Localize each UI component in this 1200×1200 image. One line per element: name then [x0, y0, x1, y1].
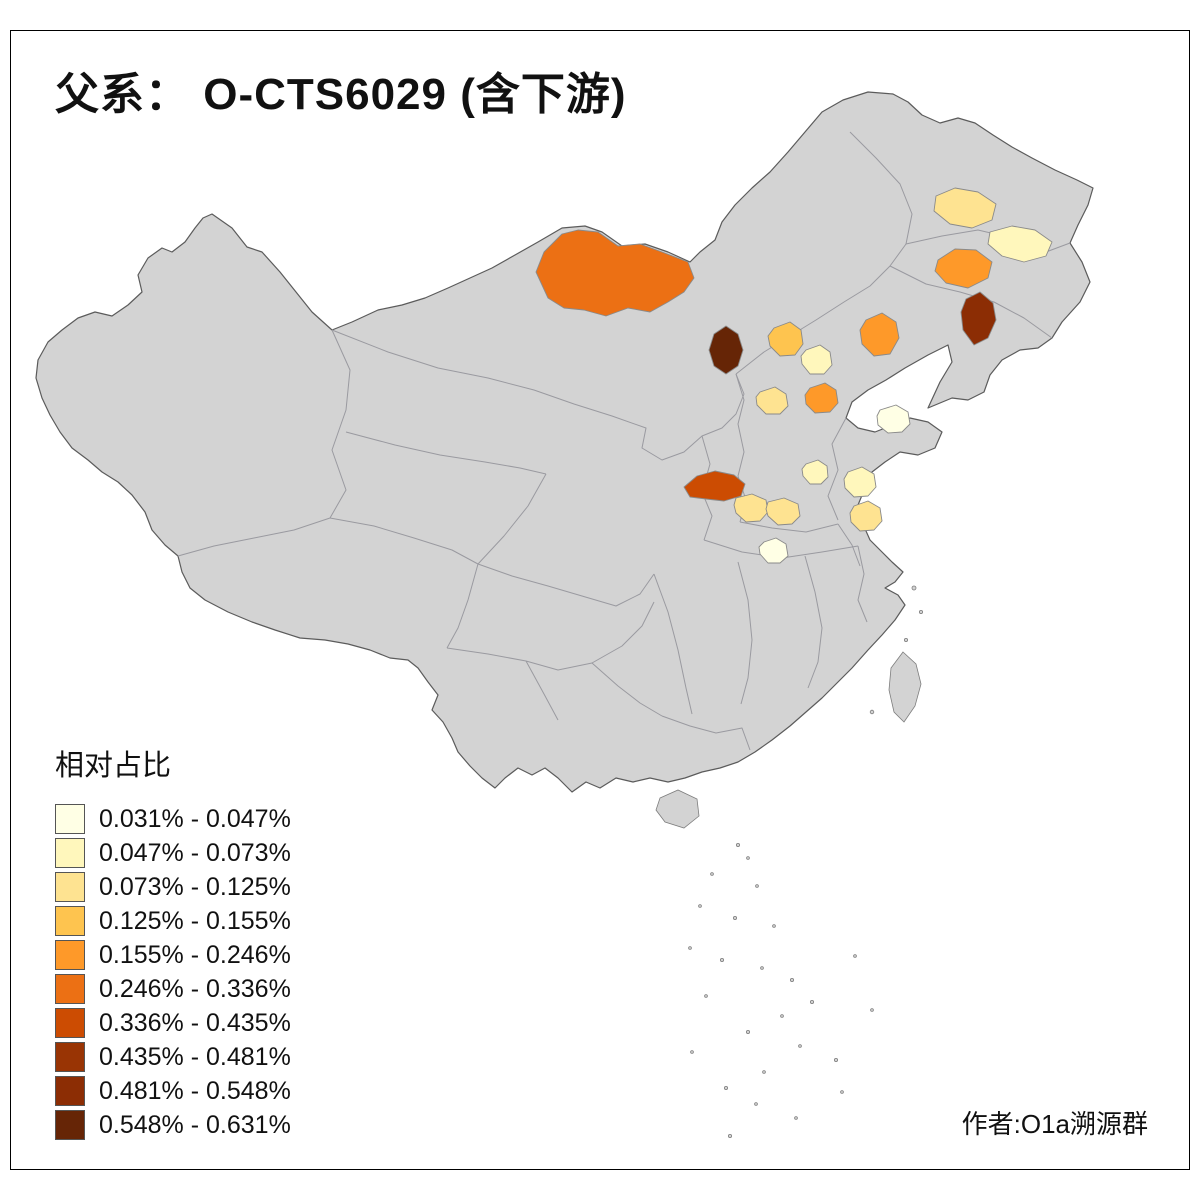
- legend-swatch: [55, 906, 85, 936]
- legend-item: 0.336% - 0.435%: [55, 1008, 291, 1038]
- plot-title: 父系： O-CTS6029 (含下游): [55, 70, 627, 119]
- legend-label: 0.246% - 0.336%: [99, 974, 291, 1003]
- legend-swatch: [55, 804, 85, 834]
- legend-swatch: [55, 1008, 85, 1038]
- legend-swatch: [55, 940, 85, 970]
- choropleth-region-inner-mongolia-central: [535, 229, 695, 317]
- legend-label: 0.155% - 0.246%: [99, 940, 291, 969]
- legend-swatch: [55, 838, 85, 868]
- choropleth-region-north-henan: [801, 459, 829, 485]
- choropleth-region-central-heilongjiang: [987, 225, 1053, 263]
- legend-label: 0.336% - 0.435%: [99, 1008, 291, 1037]
- choropleth-region-beijing-area: [800, 344, 833, 375]
- legend-label: 0.435% - 0.481%: [99, 1042, 291, 1071]
- legend-swatch: [55, 872, 85, 902]
- legend-item: 0.031% - 0.047%: [55, 804, 291, 834]
- legend-swatch: [55, 1110, 85, 1140]
- author-credit: 作者:O1a溯源群: [961, 1109, 1148, 1139]
- choropleth-region-north-liaoning: [934, 248, 993, 289]
- legend-item: 0.481% - 0.548%: [55, 1076, 291, 1106]
- legend-label: 0.073% - 0.125%: [99, 872, 291, 901]
- choropleth-region-central-henan: [765, 497, 801, 526]
- legend-label: 0.548% - 0.631%: [99, 1110, 291, 1139]
- choropleth-region-west-heilongjiang: [933, 187, 997, 229]
- legend-item: 0.548% - 0.631%: [55, 1110, 291, 1140]
- choropleth-region-north-shandong-coast: [876, 404, 911, 434]
- choropleth-region-central-shandong: [843, 466, 877, 498]
- legend-item: 0.155% - 0.246%: [55, 940, 291, 970]
- choropleth-region-southwest-henan: [758, 537, 789, 564]
- legend-swatch: [55, 1042, 85, 1072]
- legend-item: 0.435% - 0.481%: [55, 1042, 291, 1072]
- legend-item: 0.047% - 0.073%: [55, 838, 291, 868]
- legend-swatch: [55, 974, 85, 1004]
- choropleth-region-south-shandong: [849, 500, 883, 532]
- legend-title: 相对占比: [55, 750, 172, 782]
- legend-label: 0.047% - 0.073%: [99, 838, 291, 867]
- choropleth-region-north-hebei: [767, 321, 804, 357]
- choropleth-region-west-henan: [733, 493, 769, 523]
- coastal-islands: [869, 585, 924, 715]
- legend-label: 0.125% - 0.155%: [99, 906, 291, 935]
- choropleth-region-south-gansu: [683, 470, 746, 502]
- taiwan-island: [888, 651, 922, 723]
- legend-item: 0.073% - 0.125%: [55, 872, 291, 902]
- choropleth-region-northwest-hebei: [708, 325, 744, 375]
- hainan-island: [655, 789, 700, 829]
- choropleth-region-east-liaoning: [960, 291, 997, 346]
- choropleth-region-west-liaoning: [859, 312, 900, 357]
- south-china-sea-islands: [688, 843, 874, 1139]
- choropleth-region-tianjin-area: [804, 382, 839, 414]
- plot-frame: [10, 30, 1190, 1170]
- choropleth-region-central-hebei: [755, 386, 789, 415]
- choropleth-regions: [535, 187, 1053, 564]
- china-mainland: [35, 91, 1094, 793]
- legend-item: 0.246% - 0.336%: [55, 974, 291, 1004]
- legend-item: 0.125% - 0.155%: [55, 906, 291, 936]
- legend-label: 0.481% - 0.548%: [99, 1076, 291, 1105]
- legend-swatch: [55, 1076, 85, 1106]
- legend-label: 0.031% - 0.047%: [99, 804, 291, 833]
- legend: 相对占比 0.031% - 0.047% 0.047% - 0.073% 0.0…: [55, 742, 291, 1144]
